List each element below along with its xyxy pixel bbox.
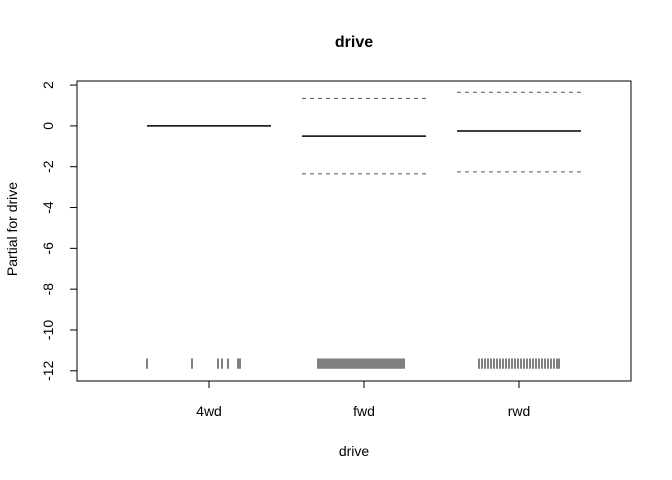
chart-title: drive [335, 34, 373, 51]
effect-lines [147, 125, 581, 137]
y-tick-label: -10 [40, 320, 56, 340]
x-tick-label-rwd: rwd [508, 403, 531, 419]
x-axis: 4wd fwd rwd [196, 381, 530, 419]
y-tick-label: -12 [40, 360, 56, 380]
y-tick-label: 2 [40, 81, 56, 89]
y-tick-label: 0 [40, 122, 56, 130]
y-tick-label: -8 [40, 283, 56, 296]
x-tick-label-4wd: 4wd [196, 403, 222, 419]
y-tick-label: -4 [40, 201, 56, 214]
y-axis-label: Partial for drive [4, 182, 20, 276]
y-tick-label: -6 [40, 242, 56, 255]
x-axis-label: drive [339, 443, 370, 459]
y-tick-label: -2 [40, 160, 56, 173]
x-tick-label-fwd: fwd [353, 403, 375, 419]
y-axis: 2 0 -2 -4 -6 -8 -10 -12 [40, 81, 78, 381]
rug-marks [146, 358, 560, 369]
